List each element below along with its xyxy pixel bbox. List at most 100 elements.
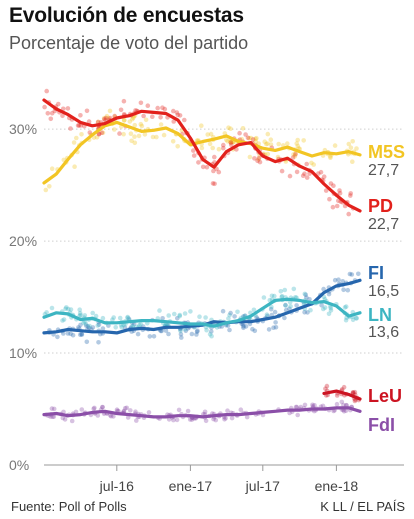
poll-dot-ln <box>172 311 177 317</box>
credit-note: K LL / EL PAÍS <box>320 499 405 514</box>
poll-dot-ln <box>235 309 240 315</box>
poll-dot-pd <box>171 108 176 114</box>
series-label-ln: LN <box>368 305 392 325</box>
poll-dot-pd <box>212 154 217 160</box>
poll-dot-fi <box>232 314 237 319</box>
poll-dot-fi <box>341 287 346 293</box>
poll-dot-m5s <box>309 160 314 166</box>
poll-dot-fi <box>86 325 92 331</box>
poll-dot-m5s <box>121 131 126 137</box>
poll-dot-m5s <box>262 139 268 144</box>
poll-dot-ln <box>251 307 257 313</box>
poll-dot-pd <box>337 188 342 193</box>
poll-dot-fdi <box>92 405 97 411</box>
poll-dot-fdi <box>51 414 57 420</box>
poll-dot-ln <box>87 323 92 329</box>
poll-dot-fi <box>78 332 83 338</box>
series-label-m5s: M5S <box>368 142 405 162</box>
poll-dot-pd <box>228 140 234 145</box>
poll-dot-m5s <box>208 131 214 137</box>
series-value-m5s: 27,7 <box>368 162 399 179</box>
poll-dot-fdi <box>69 418 75 424</box>
poll-dot-m5s <box>170 139 176 144</box>
poll-dot-pd <box>87 130 93 135</box>
x-tick-label: jul-16 <box>99 478 134 494</box>
poll-dot-fdi <box>213 417 219 423</box>
poll-dot-ln <box>138 321 143 327</box>
poll-dot-pd <box>196 160 201 165</box>
trend-line-pd <box>42 98 362 213</box>
poll-dot-pd <box>228 142 234 148</box>
poll-dot-pd <box>204 164 210 170</box>
poll-dot-pd <box>256 155 262 161</box>
poll-dot-fi <box>79 332 85 337</box>
poll-dot-ln <box>66 306 71 312</box>
poll-dot-m5s <box>294 141 300 146</box>
poll-dot-fi <box>241 323 246 329</box>
poll-dot-pd <box>346 211 352 217</box>
trend-line-ln <box>42 297 362 328</box>
poll-dot-m5s <box>293 151 298 156</box>
poll-dot-m5s <box>332 143 338 148</box>
poll-dot-pd <box>331 183 336 188</box>
poll-dot-m5s <box>240 126 246 131</box>
poll-dot-ln <box>278 289 284 294</box>
poll-dot-pd <box>304 175 310 180</box>
poll-dot-pd <box>211 168 216 174</box>
poll-dot-pd <box>96 131 102 137</box>
poll-dot-ln <box>49 305 55 311</box>
poll-dot-pd <box>175 112 181 118</box>
poll-dot-fi <box>85 324 91 329</box>
poll-dot-fi <box>271 325 276 331</box>
poll-dot-pd <box>328 181 334 186</box>
poll-dot-pd <box>150 114 155 119</box>
poll-dot-m5s <box>128 131 134 136</box>
poll-dot-m5s <box>104 113 110 119</box>
poll-dot-pd <box>78 113 83 118</box>
poll-dot-fdi <box>341 409 347 414</box>
poll-dot-fi <box>228 310 233 316</box>
poll-dot-m5s <box>346 141 352 147</box>
poll-dot-m5s <box>301 138 307 143</box>
poll-dot-fi <box>304 295 309 300</box>
poll-dot-m5s <box>350 139 356 144</box>
poll-dot-fi <box>76 325 81 330</box>
poll-dot-ln <box>279 294 285 299</box>
poll-dot-ln <box>291 286 297 292</box>
poll-dot-ln <box>328 305 334 311</box>
poll-dot-pd <box>245 135 251 141</box>
poll-dot-fdi <box>334 401 340 407</box>
poll-dot-fdi <box>238 407 244 413</box>
poll-dot-ln <box>302 291 308 297</box>
poll-dot-fi <box>175 316 180 321</box>
poll-dot-ln <box>279 294 285 300</box>
poll-dot-fi <box>90 325 96 330</box>
poll-dot-pd <box>257 159 263 165</box>
poll-dot-fdi <box>171 417 176 423</box>
poll-dot-fi <box>243 324 249 329</box>
x-tick-label: ene-17 <box>169 478 213 494</box>
poll-dot-leu <box>334 393 340 398</box>
poll-dot-fi <box>147 334 153 339</box>
poll-dot-ln <box>269 293 275 299</box>
poll-dot-m5s <box>292 154 298 159</box>
poll-dot-fi <box>294 303 299 308</box>
poll-dot-fi <box>209 329 214 334</box>
poll-dot-ln <box>227 312 232 318</box>
poll-dot-m5s <box>276 141 282 147</box>
poll-dots <box>42 88 362 424</box>
poll-dot-fi <box>96 340 101 345</box>
poll-dot-fi <box>65 331 71 336</box>
poll-dot-m5s <box>112 127 117 132</box>
poll-dot-m5s <box>285 141 290 146</box>
poll-dot-ln <box>269 304 274 310</box>
poll-dot-fi <box>68 331 73 337</box>
poll-dot-ln <box>188 309 193 314</box>
poll-dot-m5s <box>265 131 271 137</box>
poll-dot-ln <box>111 315 116 320</box>
poll-dot-fi <box>273 320 278 325</box>
poll-dot-m5s <box>247 154 253 160</box>
poll-dot-pd <box>323 188 329 193</box>
poll-dot-fdi <box>60 415 66 421</box>
